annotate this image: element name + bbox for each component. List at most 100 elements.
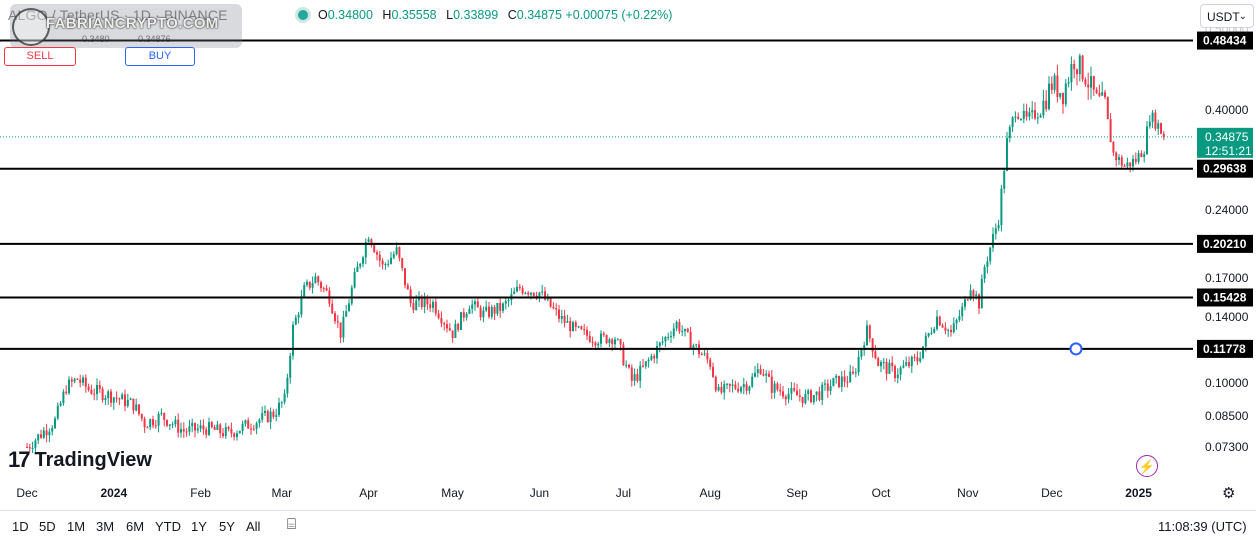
candle-body xyxy=(1084,79,1087,85)
candle-body xyxy=(549,297,552,307)
price-tick-label: 0.10000 xyxy=(1205,376,1249,390)
candle-body xyxy=(975,294,978,296)
candle-body xyxy=(888,362,891,374)
time-axis[interactable]: Dec 2024 Feb Mar Apr May Jun Jul Aug Sep Oct Nov Dec… xyxy=(16,486,1152,500)
candle-body xyxy=(404,268,406,286)
time-tick-label: 2024 xyxy=(100,486,127,500)
candle-body xyxy=(630,367,633,381)
candle-body xyxy=(686,328,689,332)
timeframe-all[interactable]: All xyxy=(246,519,261,534)
candle-body xyxy=(569,321,572,332)
candle-body xyxy=(961,306,964,317)
candle-body xyxy=(490,307,493,317)
candle-body xyxy=(560,315,563,319)
candle-body xyxy=(712,367,714,377)
candle-body xyxy=(48,431,51,436)
candle-body xyxy=(930,332,933,334)
candle-body xyxy=(966,299,969,301)
candle-body xyxy=(614,339,616,345)
candle-body xyxy=(902,365,905,368)
timeframe-6m[interactable]: 6M xyxy=(126,519,145,534)
candle-body xyxy=(538,292,541,298)
candle-body xyxy=(1137,153,1140,162)
candle-body xyxy=(1059,93,1062,97)
candle-body xyxy=(880,362,882,367)
sell-button[interactable]: SELL xyxy=(4,47,76,66)
candle-body xyxy=(770,376,773,393)
candle-body xyxy=(311,283,314,288)
buy-button[interactable]: BUY xyxy=(125,47,195,66)
candle-body xyxy=(1109,119,1112,143)
candle-body xyxy=(219,424,222,434)
compare-range-icon[interactable]: ⌸ xyxy=(287,516,297,533)
candle-body xyxy=(163,412,166,420)
timeframe-5y[interactable]: 5Y xyxy=(219,519,235,534)
candle-body xyxy=(384,264,387,266)
candle-body xyxy=(412,303,415,311)
candle-body xyxy=(787,393,790,400)
candle-body xyxy=(1112,142,1115,153)
candle-body xyxy=(152,419,154,426)
timeframe-1m[interactable]: 1M xyxy=(67,519,86,534)
currency-select[interactable]: USDT ⌄ xyxy=(1200,4,1254,28)
candle-body xyxy=(482,310,485,318)
watermark: FABRIANCRYPTO.COM 0.3480 0.34876 xyxy=(10,4,242,48)
candle-body xyxy=(580,326,583,330)
time-tick-label: Nov xyxy=(957,486,978,500)
timeframe-ytd[interactable]: YTD xyxy=(155,519,181,534)
candle-body xyxy=(919,358,922,362)
candle-body xyxy=(462,312,465,318)
candle-body xyxy=(1022,110,1025,119)
candle-body xyxy=(1039,115,1042,118)
candle-body xyxy=(278,402,280,416)
candle-body xyxy=(138,404,140,414)
candle-body xyxy=(566,321,569,323)
candle-body xyxy=(334,313,336,322)
candle-body xyxy=(210,422,213,428)
tradingview-logo[interactable]: 17 TradingView xyxy=(8,447,152,473)
candle-body xyxy=(390,257,392,264)
candle-body xyxy=(524,292,527,294)
price-tick-label: 0.14000 xyxy=(1205,310,1249,324)
timeframe-1d[interactable]: 1D xyxy=(12,519,29,534)
candle-body xyxy=(605,335,608,344)
candle-body xyxy=(107,391,110,399)
candle-body xyxy=(367,239,370,242)
gear-icon[interactable]: ⚙ xyxy=(1222,485,1236,502)
candle-body xyxy=(110,391,112,403)
candle-body xyxy=(913,356,916,358)
timeframe-1y[interactable]: 1Y xyxy=(191,519,207,534)
candle-body xyxy=(457,323,460,330)
candle-body xyxy=(140,413,143,419)
candle-body xyxy=(681,331,684,333)
drawing-handle[interactable] xyxy=(1069,342,1083,356)
candle-body xyxy=(31,447,34,449)
candle-body xyxy=(588,335,591,342)
horizontal-levels[interactable]: 0.48434 0.29638 0.20210 0.15428 0.11778 xyxy=(0,31,1253,358)
watermark-logo xyxy=(12,8,50,46)
timeframe-5d[interactable]: 5D xyxy=(39,519,56,534)
candle-body xyxy=(376,252,378,255)
bolt-icon[interactable]: ⚡ xyxy=(1136,455,1158,477)
candle-body xyxy=(440,317,443,324)
candle-body xyxy=(448,328,451,331)
symbol-title[interactable]: ALGO / TetherUS · 1D · BINANCE xyxy=(8,7,228,23)
price-axis[interactable]: 0.500000.400000.240000.170000.140000.120… xyxy=(1197,22,1253,454)
candle-body xyxy=(742,384,745,388)
candle-body xyxy=(997,225,1000,229)
candle-body xyxy=(493,307,496,314)
candle-body xyxy=(776,383,779,390)
candle-body xyxy=(1087,84,1090,88)
candle-body xyxy=(247,420,250,429)
candle-body xyxy=(196,428,199,431)
candle-body xyxy=(927,333,930,337)
candle-body xyxy=(1134,158,1137,162)
clock[interactable]: 11:08:39 (UTC) xyxy=(1158,519,1247,534)
candle-body xyxy=(572,322,574,332)
candle-body xyxy=(96,385,98,395)
candle-body xyxy=(496,302,499,314)
candle-body xyxy=(1106,97,1109,120)
timeframe-3m[interactable]: 3M xyxy=(96,519,115,534)
candle-body xyxy=(714,376,717,391)
